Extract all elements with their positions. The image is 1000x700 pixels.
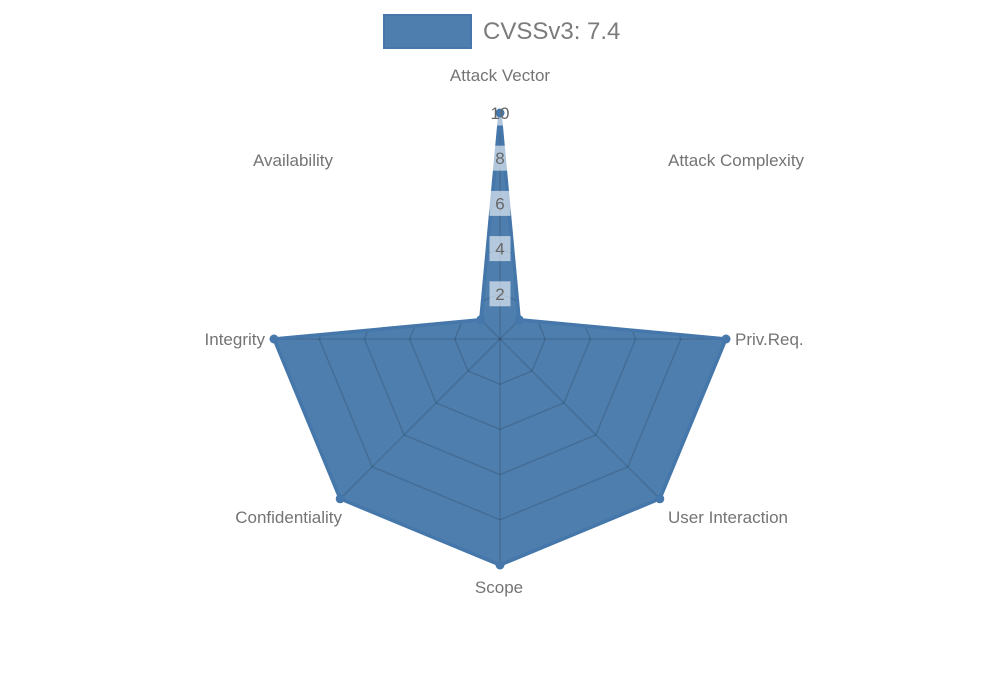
angle-line: [339, 338, 501, 500]
legend-item[interactable]: CVSSv3: 7.4: [383, 14, 620, 49]
data-point: [495, 560, 505, 570]
angle-line: [339, 178, 501, 340]
tick-label: 10: [491, 104, 510, 123]
data-point: [514, 315, 524, 325]
tick-backdrop: [489, 236, 511, 262]
tick-label: 6: [495, 194, 504, 213]
tick-label: 8: [495, 149, 504, 168]
angle-line: [499, 338, 661, 500]
data-point: [335, 494, 345, 504]
axis-label-user-interaction: User Interaction: [668, 508, 788, 527]
tick-label: 4: [495, 240, 504, 259]
tick-backdrop: [489, 190, 511, 216]
data-point: [495, 108, 505, 118]
data-point: [476, 315, 486, 325]
legend-label: CVSSv3: 7.4: [483, 17, 621, 45]
angle-line: [499, 178, 661, 340]
legend-swatch: [383, 14, 472, 49]
axis-label-confidentiality: Confidentiality: [235, 508, 342, 527]
axis-label-priv-req: Priv.Req.: [735, 330, 804, 349]
series-fill-area: [274, 113, 726, 565]
data-point: [721, 334, 731, 344]
axis-label-availability: Availability: [252, 151, 333, 170]
axis-label-attack-vector: Attack Vector: [449, 66, 551, 85]
axis-label-scope: Scope: [474, 578, 524, 597]
tick-backdrop: [489, 281, 511, 307]
tick-label: 2: [495, 285, 504, 304]
data-point: [655, 494, 665, 504]
tick-backdrop: [489, 145, 511, 171]
axis-label-integrity: Integrity: [204, 330, 265, 349]
axis-label-attack-complexity: Attack Complexity: [668, 151, 805, 170]
data-point: [269, 334, 279, 344]
